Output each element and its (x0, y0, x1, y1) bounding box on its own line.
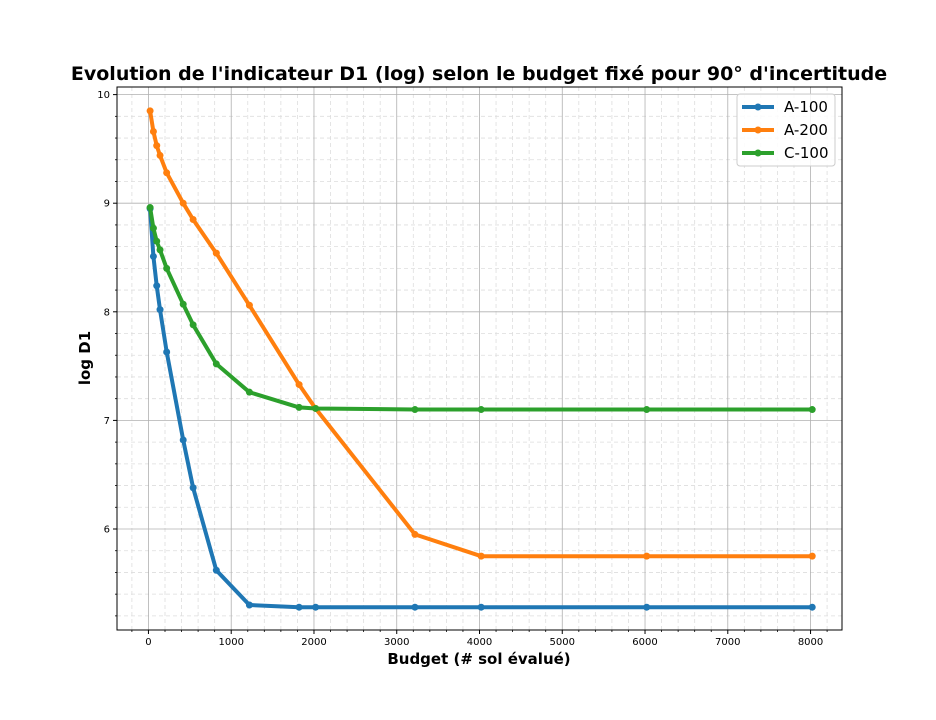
data-point-c-100 (189, 321, 197, 329)
legend-label-a-100: A-100 (784, 98, 828, 116)
data-point-a-100 (295, 603, 303, 611)
x-axis-ticks: 0 1000 2000 3000 4000 5000 6000 7000 8000 (131, 630, 828, 648)
data-point-c-100 (156, 246, 164, 254)
data-point-a-100 (245, 601, 253, 609)
data-point-a-100 (153, 282, 161, 290)
series-a-100 (146, 205, 816, 611)
data-point-a-200 (295, 381, 303, 389)
data-point-a-200 (189, 215, 197, 223)
legend-label-c-100: C-100 (784, 144, 829, 162)
data-point-a-100 (411, 603, 419, 611)
data-point-a-200 (411, 530, 419, 538)
x-tick-label: 0 (145, 637, 151, 648)
y-tick-label: 7 (104, 416, 110, 427)
y-tick-label: 8 (104, 307, 110, 318)
x-tick-label: 7000 (715, 637, 740, 648)
y-axis-label: log D1 (76, 331, 94, 385)
data-point-a-200 (156, 151, 164, 159)
x-axis-label: Budget (# sol évalué) (387, 650, 570, 668)
data-point-a-200 (146, 107, 154, 115)
data-point-a-100 (643, 603, 651, 611)
legend: A-100 A-200 C-100 (736, 93, 836, 167)
legend-marker-c-100 (754, 149, 762, 157)
data-point-a-200 (179, 199, 187, 207)
data-point-c-100 (146, 204, 154, 212)
legend-marker-a-200 (754, 126, 762, 134)
chart-title: Evolution de l'indicateur D1 (log) selon… (71, 63, 887, 85)
series-layer (146, 107, 816, 611)
y-tick-label: 6 (104, 525, 110, 536)
x-tick-label: 1000 (218, 637, 243, 648)
data-point-c-100 (411, 406, 419, 414)
data-point-a-200 (808, 552, 816, 560)
data-point-c-100 (153, 237, 161, 245)
data-point-c-100 (245, 388, 253, 396)
data-point-a-200 (163, 169, 171, 177)
data-point-a-200 (245, 301, 253, 309)
legend-box (736, 93, 836, 167)
y-tick-label: 10 (97, 90, 110, 101)
legend-marker-a-100 (754, 103, 762, 111)
data-point-c-100 (643, 406, 651, 414)
data-point-a-100 (189, 484, 197, 492)
x-tick-label: 4000 (467, 637, 492, 648)
data-point-a-200 (643, 552, 651, 560)
data-point-a-200 (149, 128, 157, 136)
data-point-a-100 (312, 603, 320, 611)
data-point-c-100 (477, 406, 485, 414)
data-point-c-100 (163, 264, 171, 272)
data-point-c-100 (312, 404, 320, 412)
data-point-c-100 (808, 406, 816, 414)
data-point-a-100 (477, 603, 485, 611)
data-point-c-100 (295, 403, 303, 411)
x-tick-label: 2000 (301, 637, 326, 648)
x-tick-label: 6000 (632, 637, 657, 648)
x-tick-label: 5000 (550, 637, 575, 648)
data-point-a-200 (212, 249, 220, 257)
major-grid (117, 87, 842, 630)
data-point-c-100 (179, 300, 187, 308)
data-point-a-100 (156, 306, 164, 314)
data-point-a-200 (477, 552, 485, 560)
data-point-c-100 (212, 360, 220, 368)
y-tick-label: 9 (104, 199, 110, 210)
data-point-a-100 (149, 252, 157, 260)
data-point-a-100 (179, 436, 187, 444)
x-tick-label: 8000 (798, 637, 823, 648)
data-point-a-100 (163, 348, 171, 356)
data-point-a-200 (153, 142, 161, 150)
data-point-a-100 (808, 603, 816, 611)
data-point-a-100 (212, 566, 220, 574)
legend-label-a-200: A-200 (784, 121, 828, 139)
x-tick-label: 3000 (384, 637, 409, 648)
data-point-c-100 (149, 224, 157, 232)
y-axis-ticks: 6 7 8 9 10 (97, 90, 117, 617)
series-c-100 (146, 204, 816, 414)
